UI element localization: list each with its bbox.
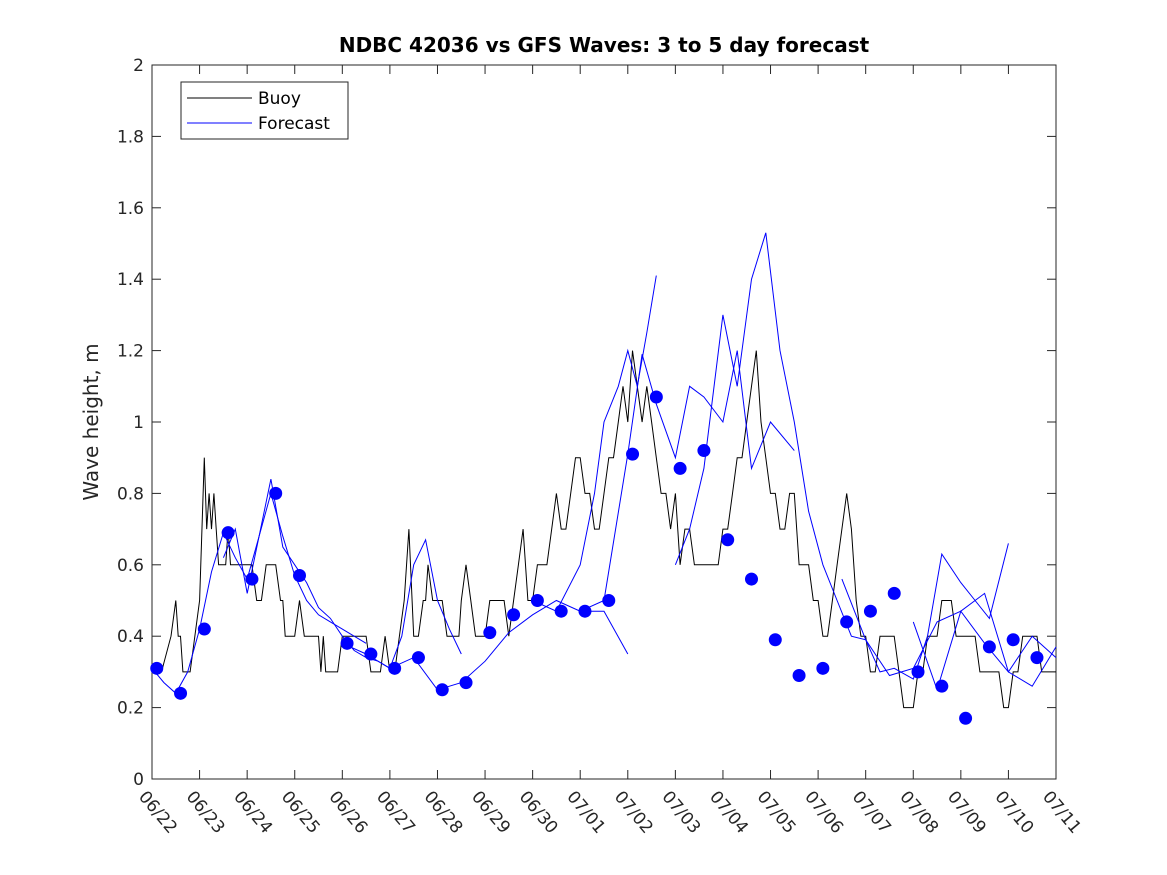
legend-forecast-label: Forecast bbox=[258, 114, 330, 134]
y-tick-label: 1.2 bbox=[117, 342, 144, 362]
forecast-point bbox=[982, 640, 996, 654]
forecast-point bbox=[744, 572, 758, 586]
y-tick-label: 0.6 bbox=[117, 556, 144, 576]
x-tick-label: 07/04 bbox=[705, 787, 752, 837]
forecast-line bbox=[222, 478, 462, 670]
y-tick-label: 0.2 bbox=[117, 699, 144, 719]
forecast-point bbox=[863, 604, 877, 618]
forecast-point bbox=[340, 636, 354, 650]
x-tick-label: 06/28 bbox=[420, 787, 467, 837]
forecast-point bbox=[292, 569, 306, 583]
x-tick-label: 06/23 bbox=[182, 787, 229, 837]
forecast-point bbox=[602, 594, 616, 607]
x-tick-label: 07/02 bbox=[610, 787, 657, 837]
legend-box bbox=[180, 81, 349, 140]
forecast-point bbox=[197, 622, 211, 636]
forecast-point bbox=[649, 390, 663, 404]
y-tick-label: 1 bbox=[133, 413, 144, 433]
forecast-point bbox=[435, 683, 449, 697]
x-tick-label: 06/22 bbox=[134, 787, 181, 837]
forecast-point bbox=[245, 572, 259, 586]
x-tick-label: 06/26 bbox=[324, 787, 371, 837]
x-tick-label: 07/08 bbox=[895, 787, 942, 837]
forecast-point bbox=[269, 486, 283, 500]
x-tick-label: 06/27 bbox=[372, 787, 419, 837]
x-tick-label: 07/09 bbox=[943, 787, 990, 837]
y-axis: 0 0.2 0.4 0.6 0.8 1 1.2 1.4 1.6 1.8 2 bbox=[117, 56, 1056, 790]
x-tick-label: 06/30 bbox=[515, 787, 562, 837]
forecast-point bbox=[554, 604, 568, 618]
series-layer bbox=[150, 232, 1057, 725]
x-tick-label: 07/01 bbox=[562, 787, 609, 837]
x-tick-label: 07/05 bbox=[753, 787, 800, 837]
forecast-line bbox=[151, 491, 367, 695]
y-tick-label: 0.8 bbox=[117, 484, 144, 504]
y-tick-label: 0 bbox=[133, 770, 144, 790]
x-tick-label: 07/11 bbox=[1038, 787, 1085, 837]
forecast-point bbox=[221, 526, 235, 540]
x-tick-label: 06/24 bbox=[229, 787, 276, 837]
forecast-point bbox=[887, 586, 901, 600]
forecast-point bbox=[626, 447, 640, 461]
chart-title: NDBC 42036 vs GFS Waves: 3 to 5 day fore… bbox=[339, 33, 870, 57]
forecast-point bbox=[816, 661, 830, 675]
forecast-point bbox=[364, 647, 378, 661]
forecast-point bbox=[935, 679, 949, 693]
y-tick-label: 1.8 bbox=[117, 127, 144, 147]
forecast-point bbox=[1030, 651, 1044, 665]
y-tick-label: 2 bbox=[133, 56, 144, 76]
x-tick-label: 06/29 bbox=[467, 787, 514, 837]
forecast-point bbox=[959, 711, 973, 725]
y-tick-label: 1.4 bbox=[117, 270, 144, 290]
forecast-point bbox=[1006, 633, 1020, 647]
forecast-point bbox=[483, 626, 497, 640]
forecast-point bbox=[459, 676, 473, 690]
forecast-point bbox=[673, 461, 687, 475]
x-tick-label: 07/07 bbox=[848, 787, 895, 837]
forecast-line bbox=[532, 275, 657, 612]
legend-buoy-label: Buoy bbox=[258, 89, 301, 109]
forecast-point bbox=[911, 665, 925, 679]
forecast-point bbox=[697, 444, 711, 458]
forecast-point bbox=[150, 661, 164, 675]
forecast-point bbox=[578, 604, 592, 618]
forecast-point bbox=[411, 651, 425, 665]
x-tick-label: 07/06 bbox=[800, 787, 847, 837]
y-tick-label: 1.6 bbox=[117, 199, 144, 219]
forecast-point bbox=[840, 615, 854, 629]
forecast-point bbox=[388, 661, 402, 675]
forecast-point bbox=[721, 533, 735, 547]
forecast-point bbox=[768, 633, 782, 647]
x-tick-label: 07/03 bbox=[658, 787, 705, 837]
forecast-point bbox=[507, 608, 521, 622]
forecast-point bbox=[530, 594, 544, 607]
buoy-line bbox=[152, 350, 1056, 709]
forecast-line bbox=[841, 578, 1057, 687]
y-axis-label: Wave height, m bbox=[79, 343, 103, 500]
forecast-point bbox=[174, 686, 188, 700]
forecast-point bbox=[792, 668, 806, 682]
x-tick-label: 06/25 bbox=[277, 787, 324, 837]
forecast-line bbox=[674, 232, 1009, 680]
y-tick-label: 0.4 bbox=[117, 627, 144, 647]
x-tick-label: 07/10 bbox=[991, 787, 1038, 837]
legend: Buoy Forecast bbox=[180, 81, 349, 140]
